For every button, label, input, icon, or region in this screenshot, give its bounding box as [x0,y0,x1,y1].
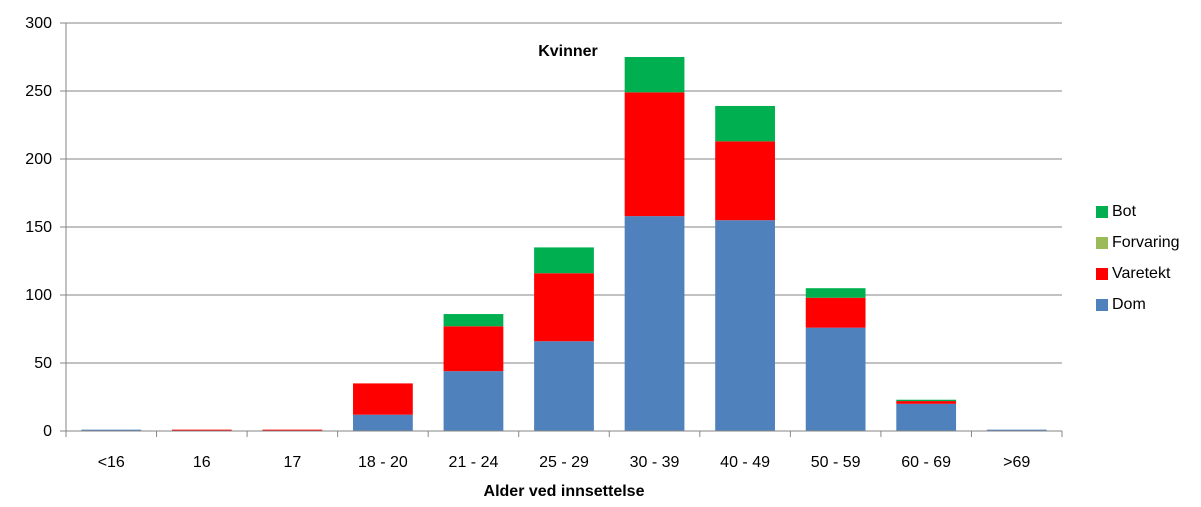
legend-swatch [1096,298,1108,311]
x-tick-label: 16 [193,454,211,471]
legend-swatch [1096,267,1108,280]
x-tick-label: >69 [1003,454,1030,471]
bar-dom [353,414,413,431]
bar-dom [986,429,1047,431]
y-tick-label: 50 [34,355,52,372]
legend-swatch [1096,205,1108,218]
legend-label: Bot [1112,202,1137,220]
x-tick-label: 25 - 29 [539,454,589,471]
y-tick-label: 250 [25,83,52,100]
x-tick-label: 17 [283,454,301,471]
y-tick-label: 300 [25,15,52,32]
bar-dom [896,403,957,431]
x-tick-label: 50 - 59 [811,454,861,471]
x-tick-label: 60 - 69 [901,454,951,471]
bar-bot [715,105,775,142]
bar-dom [443,371,504,431]
legend-swatch [1096,236,1108,249]
x-tick-label: 18 - 20 [358,454,408,471]
y-tick-label: 150 [25,219,52,236]
legend-label: Forvaring [1112,233,1180,251]
bar-varetekt [262,429,323,431]
gridlines [66,22,1062,364]
bar-dom [81,429,142,431]
y-tick-label: 100 [25,287,52,304]
bar-varetekt [896,401,957,404]
bar-bot [896,399,957,402]
bar-varetekt [715,141,775,221]
bar-dom [624,216,685,431]
bars [81,57,1047,431]
bar-varetekt [805,297,866,328]
x-tick-label: <16 [98,454,125,471]
bar-dom [805,327,866,431]
bar-varetekt [353,383,413,415]
bar-varetekt [534,273,594,342]
legend-item-dom: Dom [1096,289,1180,320]
legend-item-varetekt: Varetekt [1096,258,1180,289]
x-tick-label: 40 - 49 [720,454,770,471]
bar-varetekt [443,326,504,372]
bar-bot [805,288,866,298]
legend-item-forvaring: Forvaring [1096,227,1180,258]
x-axis-title: Alder ved innsettelse [484,483,645,500]
bar-dom [534,341,594,431]
y-tick-label: 200 [25,151,52,168]
axes: 0 50 100 150 200 250 300 <16 16 17 18 - 20 21 - 24 2… [25,15,1063,471]
x-tick-label: 30 - 39 [630,454,680,471]
legend-label: Varetekt [1112,264,1171,282]
bar-varetekt [171,429,232,431]
y-tick-label: 0 [43,423,52,440]
bar-bot [443,314,504,327]
bar-bot [624,57,685,93]
chart-title: Kvinner [538,43,598,60]
bar-varetekt [624,92,685,217]
legend: Bot Forvaring Varetekt Dom [1096,196,1180,320]
bar-bot [534,247,594,274]
legend-item-bot: Bot [1096,196,1180,227]
x-tick-label: 21 - 24 [449,454,499,471]
bar-dom [715,220,775,431]
legend-label: Dom [1112,295,1146,313]
